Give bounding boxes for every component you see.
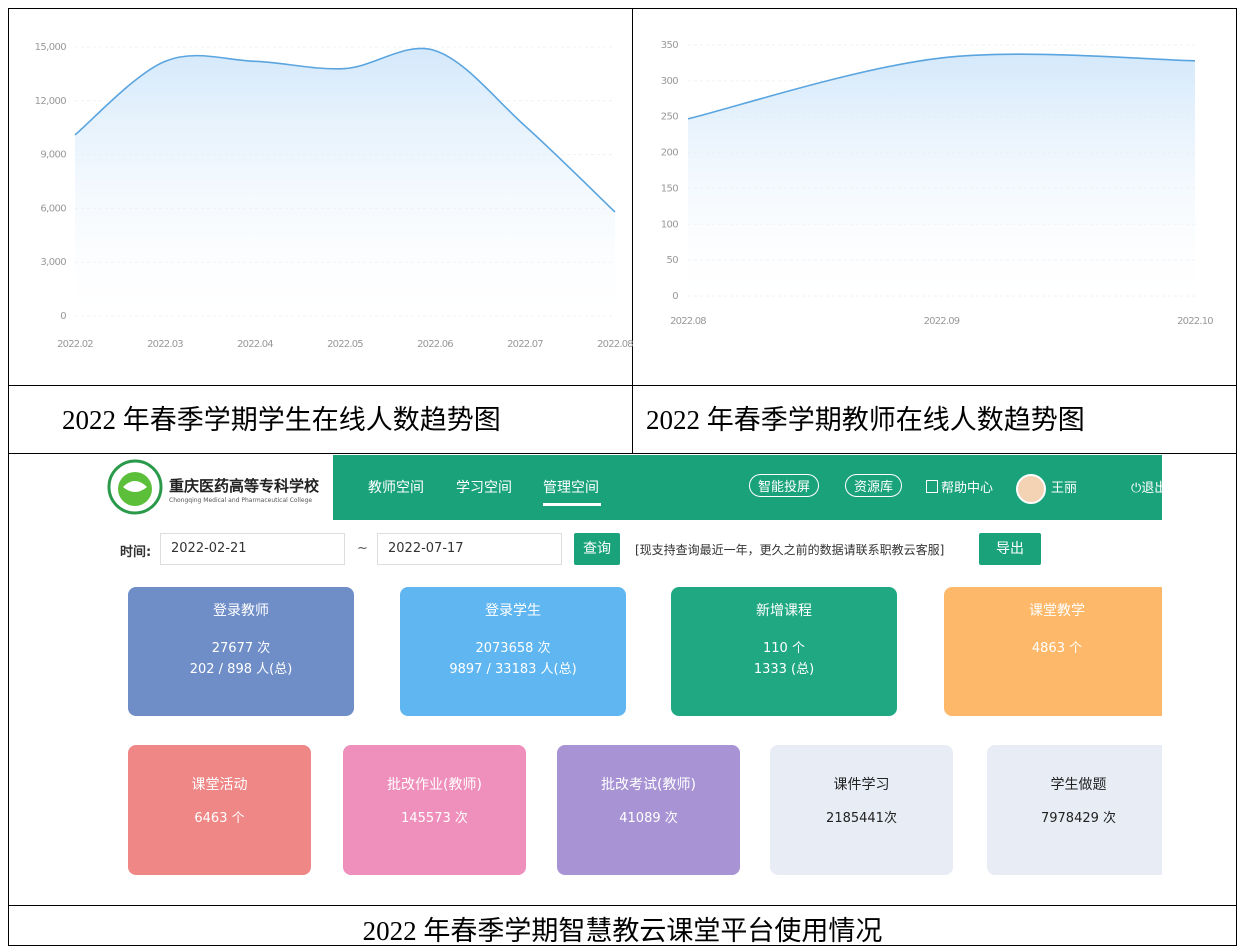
- y-tick-label: 9,000: [40, 150, 66, 161]
- area-fill: [75, 48, 615, 316]
- x-tick-label: 2022.08: [597, 339, 633, 350]
- stat-card: 课堂活动 6463 个: [128, 745, 311, 875]
- y-tick-label: 0: [672, 291, 678, 302]
- y-tick-label: 3,000: [40, 257, 66, 268]
- card-value: 1333 (总): [671, 659, 897, 680]
- logo-text: 重庆医药高等专科学校: [169, 475, 319, 496]
- card-title: 新增课程: [671, 601, 897, 622]
- area-fill: [688, 54, 1195, 296]
- stat-card: 学生做题 7978429 次: [987, 745, 1162, 875]
- y-tick-label: 250: [661, 112, 679, 123]
- card-title: 课堂教学: [944, 601, 1162, 622]
- y-tick-label: 12,000: [35, 96, 67, 107]
- x-tick-label: 2022.06: [417, 339, 453, 350]
- separator: ~: [357, 541, 368, 556]
- export-button[interactable]: 导出: [979, 533, 1041, 565]
- nav-item[interactable]: 帮助中心: [926, 477, 993, 496]
- nav-underline: [543, 503, 601, 506]
- nav-item[interactable]: ⏻退出: [1131, 477, 1162, 496]
- caption: 2022 年春季学期智慧教云课堂平台使用情况: [0, 909, 1245, 948]
- logo-subtext: Chongqing Medical and Pharmaceutical Col…: [169, 497, 312, 504]
- caption: 2022 年春季学期学生在线人数趋势图: [62, 398, 501, 437]
- nav-item[interactable]: 教师空间: [368, 477, 424, 497]
- y-tick-label: 100: [661, 219, 679, 230]
- y-tick-label: 0: [60, 311, 66, 322]
- navbar: 重庆医药高等专科学校 Chongqing Medical and Pharmac…: [103, 455, 1162, 520]
- card-value: 145573 次: [343, 808, 526, 829]
- nav-text: 退出: [1141, 481, 1162, 496]
- x-tick-label: 2022.02: [57, 339, 93, 350]
- filter-note: [现支持查询最近一年，更久之前的数据请联系职教云客服]: [635, 541, 944, 558]
- date-input[interactable]: 2022-07-17: [377, 533, 562, 565]
- card-title: 登录教师: [128, 601, 354, 622]
- card-value: 110 个: [671, 638, 897, 659]
- page: 0 3,000 6,000 9,000 12,000 15,000 2022.02 2022.…: [0, 0, 1245, 952]
- y-tick-label: 350: [661, 40, 679, 51]
- logo-icon: [105, 457, 165, 517]
- card-value: 9897 / 33183 人(总): [400, 659, 626, 680]
- filter-label: 时间:: [120, 541, 151, 560]
- card-value: 4863 个: [944, 638, 1162, 659]
- stat-card: 批改作业(教师) 145573 次: [343, 745, 526, 875]
- card-value: 6463 个: [128, 808, 311, 829]
- logo: 重庆医药高等专科学校 Chongqing Medical and Pharmac…: [103, 455, 333, 520]
- x-tick-label: 2022.03: [147, 339, 183, 350]
- y-tick-label: 6,000: [40, 203, 66, 214]
- x-tick-label: 2022.04: [237, 339, 273, 350]
- avatar: [1016, 474, 1046, 504]
- nav-item[interactable]: 管理空间: [543, 477, 599, 497]
- x-tick-label: 2022.10: [1177, 316, 1213, 327]
- card-value: 41089 次: [557, 808, 740, 829]
- y-tick-label: 50: [666, 255, 678, 266]
- screenshot: 重庆医药高等专科学校 Chongqing Medical and Pharmac…: [103, 455, 1162, 903]
- stat-card: 课件学习 2185441次: [770, 745, 953, 875]
- x-tick-label: 2022.08: [670, 316, 706, 327]
- x-tick-label: 2022.09: [924, 316, 960, 327]
- nav-item[interactable]: 王丽: [1051, 477, 1077, 496]
- x-tick-label: 2022.07: [507, 339, 543, 350]
- card-value: 2073658 次: [400, 638, 626, 659]
- nav-button[interactable]: 智能投屏: [749, 474, 819, 497]
- y-tick-label: 150: [661, 183, 679, 194]
- nav-item[interactable]: 学习空间: [456, 477, 512, 497]
- card-title: 课件学习: [770, 775, 953, 796]
- y-tick-label: 200: [661, 148, 679, 159]
- y-tick-label: 300: [661, 76, 679, 87]
- nav-button[interactable]: 资源库: [845, 474, 902, 497]
- card-title: 批改考试(教师): [557, 775, 740, 796]
- stat-card: 批改考试(教师) 41089 次: [557, 745, 740, 875]
- y-tick-label: 15,000: [35, 42, 67, 53]
- card-value: 202 / 898 人(总): [128, 659, 354, 680]
- nav-text: 帮助中心: [941, 481, 993, 496]
- card-value: 7978429 次: [987, 808, 1162, 829]
- card-title: 课堂活动: [128, 775, 311, 796]
- card-title: 批改作业(教师): [343, 775, 526, 796]
- card-value: 27677 次: [128, 638, 354, 659]
- query-button[interactable]: 查询: [574, 533, 620, 565]
- card-title: 学生做题: [987, 775, 1162, 796]
- caption: 2022 年春季学期教师在线人数趋势图: [646, 398, 1085, 437]
- card-value: 2185441次: [770, 808, 953, 829]
- date-input[interactable]: 2022-02-21: [160, 533, 345, 565]
- card-title: 登录学生: [400, 601, 626, 622]
- x-tick-label: 2022.05: [327, 339, 363, 350]
- stat-card: 课堂教学 4863 个: [944, 587, 1162, 716]
